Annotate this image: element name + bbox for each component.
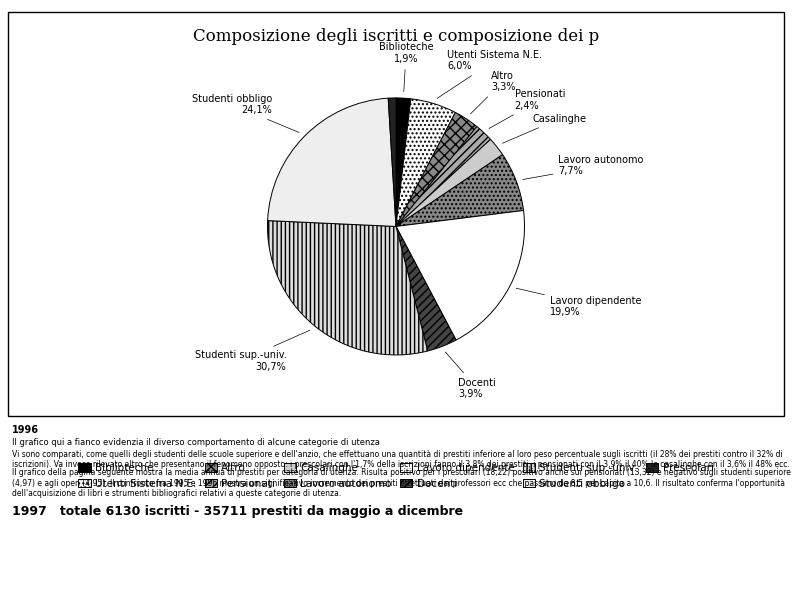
Text: Altro
3,3%: Altro 3,3% <box>470 70 516 114</box>
Wedge shape <box>396 140 503 226</box>
Wedge shape <box>396 127 490 226</box>
Text: Composizione degli iscritti e composizione dei p: Composizione degli iscritti e composizio… <box>193 28 599 45</box>
Text: Il grafico della pagina seguente mostra la media annua di prestiti per categoria: Il grafico della pagina seguente mostra … <box>12 468 790 498</box>
Text: Il grafico qui a fianco evidenzia il diverso comportamento di alcune categorie d: Il grafico qui a fianco evidenzia il div… <box>12 438 379 447</box>
Text: Docenti
3,9%: Docenti 3,9% <box>445 352 496 399</box>
Text: Lavoro autonomo
7,7%: Lavoro autonomo 7,7% <box>523 155 644 179</box>
Text: Pensionati
2,4%: Pensionati 2,4% <box>489 89 565 129</box>
Wedge shape <box>396 99 455 226</box>
Wedge shape <box>396 211 524 340</box>
Text: Studenti sup.-univ.
30,7%: Studenti sup.-univ. 30,7% <box>195 330 310 371</box>
Wedge shape <box>396 98 411 226</box>
Text: Vi sono comparati, come quelli degli studenti delle scuole superiore e dell'anzi: Vi sono comparati, come quelli degli stu… <box>12 450 790 469</box>
Text: 1996: 1996 <box>12 425 39 435</box>
Wedge shape <box>268 98 396 226</box>
Text: Studenti obbligo
24,1%: Studenti obbligo 24,1% <box>192 94 299 132</box>
Legend: Biblioteche, Utenti Sistema N.E., Altro, Pensionati, Casalinghe, Lavoro autonomo: Biblioteche, Utenti Sistema N.E., Altro,… <box>75 460 717 491</box>
Text: Utenti Sistema N.E.
6,0%: Utenti Sistema N.E. 6,0% <box>437 50 542 99</box>
Wedge shape <box>388 98 396 226</box>
Text: Lavoro dipendente
19,9%: Lavoro dipendente 19,9% <box>516 288 642 318</box>
Text: Casalinghe: Casalinghe <box>502 114 586 143</box>
Wedge shape <box>396 226 456 351</box>
Text: 1997   totale 6130 iscritti - 35711 prestiti da maggio a dicembre: 1997 totale 6130 iscritti - 35711 presti… <box>12 505 463 518</box>
Text: Biblioteche
1,9%: Biblioteche 1,9% <box>379 42 433 92</box>
Wedge shape <box>396 155 524 226</box>
Wedge shape <box>268 220 428 355</box>
Wedge shape <box>396 113 477 226</box>
